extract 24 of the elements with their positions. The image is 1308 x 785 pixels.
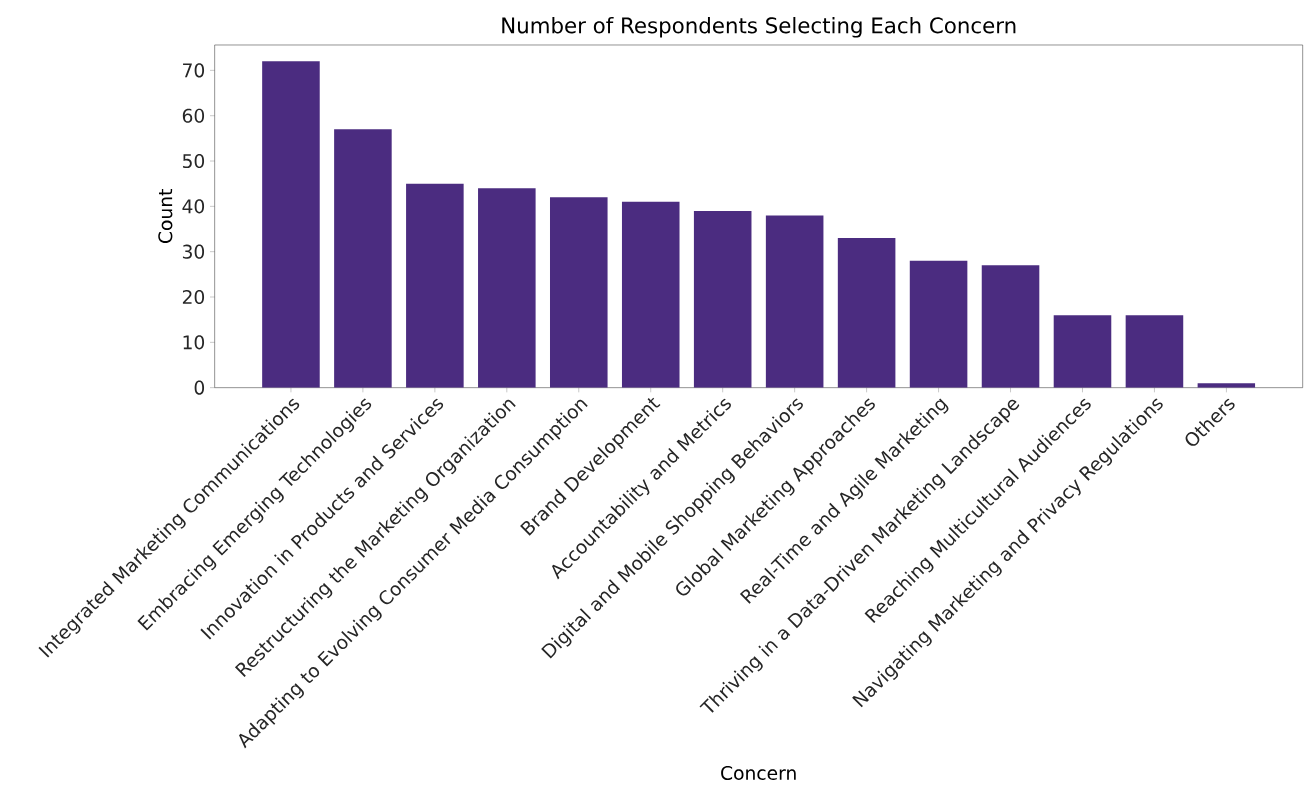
y-axis-title: Count xyxy=(158,189,173,243)
bar xyxy=(262,61,320,388)
y-tick-label: 30 xyxy=(182,244,205,259)
y-tick-label: 40 xyxy=(182,199,205,214)
y-tick-label: 0 xyxy=(194,380,205,395)
bar xyxy=(334,129,392,388)
bar xyxy=(765,215,824,388)
bar xyxy=(406,183,464,388)
bar xyxy=(837,238,896,388)
bar xyxy=(981,265,1040,388)
y-tick-label: 50 xyxy=(182,153,205,169)
bar xyxy=(1125,315,1184,388)
y-tick-label: 70 xyxy=(183,63,205,78)
bar xyxy=(693,210,752,388)
x-axis-title: Concern xyxy=(721,765,796,781)
y-tick-label: 10 xyxy=(183,335,205,350)
bar xyxy=(621,201,680,388)
y-tick-label: 60 xyxy=(182,108,205,123)
bar xyxy=(478,188,536,388)
chart-title: Number of Respondents Selecting Each Concern xyxy=(502,16,1016,38)
bar xyxy=(550,197,608,388)
y-tick-label: 20 xyxy=(182,289,205,305)
bar xyxy=(909,260,968,388)
bar xyxy=(1053,315,1112,388)
